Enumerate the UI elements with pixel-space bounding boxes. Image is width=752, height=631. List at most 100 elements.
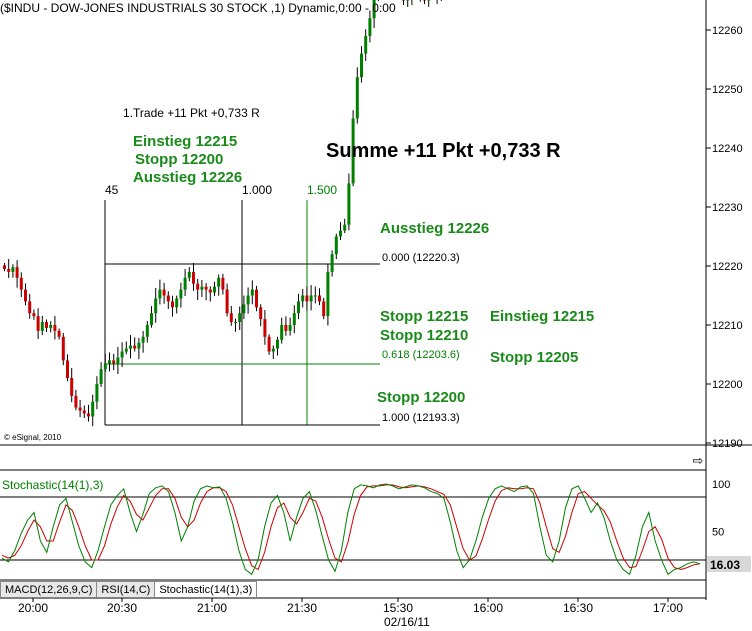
- tab-macd[interactable]: MACD(12,26,9,C): [0, 581, 98, 597]
- candle-down: [162, 289, 166, 296]
- candle-down: [225, 289, 229, 314]
- candle-up: [91, 401, 95, 417]
- candle-up: [200, 286, 204, 290]
- candle-up: [187, 271, 191, 278]
- candle-down: [133, 345, 137, 349]
- candle-down: [259, 307, 263, 320]
- stoch-tick-label: 100: [712, 479, 730, 491]
- fib-time-label: 1.000: [242, 183, 272, 197]
- candle-up: [292, 313, 296, 325]
- candle-up: [213, 286, 216, 293]
- candle-up: [99, 369, 103, 384]
- stoch-tick-label: 50: [712, 527, 724, 539]
- candle-up: [309, 295, 313, 302]
- candle-up: [175, 298, 179, 308]
- candle-down: [166, 295, 170, 302]
- price-tick-label: 12220: [712, 261, 743, 273]
- candle-down: [423, 0, 426, 1]
- scroll-right-icon[interactable]: ⇨: [692, 453, 704, 468]
- stochastic-panel: 100 50 Stochastic(14(1),3) 16.03: [0, 478, 751, 581]
- candle-up: [154, 298, 158, 314]
- candle-up: [150, 313, 153, 325]
- price-panel: 12190 12200 12210 12220 12230 12240 12250 12260…: [0, 0, 752, 600]
- price-tick-label: 12230: [712, 202, 743, 214]
- trade-header: 1.Trade +11 Pkt +0,733 R: [123, 106, 260, 120]
- stoch-current-value: 16.03: [710, 558, 740, 572]
- price-tick-label: 12260: [712, 25, 743, 37]
- tab-stochastic[interactable]: Stochastic(14(1),3): [154, 581, 258, 597]
- candle-up: [250, 289, 254, 296]
- candles: [3, 0, 442, 427]
- candle-up: [108, 360, 111, 364]
- candle-up: [339, 230, 342, 237]
- candle-down: [204, 286, 208, 290]
- candle-down: [318, 295, 321, 302]
- candle-down: [267, 336, 271, 352]
- candle-up: [330, 254, 334, 272]
- candle-down: [112, 360, 116, 364]
- candle-down: [57, 330, 61, 337]
- stop-12200-label: Stopp 12200: [377, 389, 465, 406]
- candle-up: [313, 295, 317, 297]
- candle-down: [284, 325, 288, 331]
- price-tick-label: 12210: [712, 320, 743, 332]
- candle-up: [158, 289, 162, 299]
- candle-up: [183, 277, 187, 290]
- price-tick-label: 12200: [712, 379, 743, 391]
- candle-up: [124, 348, 128, 352]
- candle-up: [347, 183, 351, 225]
- candle-down: [66, 360, 69, 379]
- stoch-k-line: [1, 483, 701, 576]
- candle-up: [145, 325, 149, 337]
- candle-up: [334, 236, 338, 255]
- candle-down: [70, 378, 74, 396]
- candle-down: [7, 268, 11, 272]
- candle-down: [15, 267, 19, 278]
- candle-down: [263, 319, 267, 337]
- summary-label: Summe +11 Pkt +0,733 R: [326, 140, 561, 162]
- time-tick-label: 20:30: [107, 601, 137, 615]
- time-ticks: 20:00 20:30 21:00 21:30 15:30 16:00 16:30 17:00: [18, 598, 683, 615]
- price-ticks: 12190 12200 12210 12220 12230 12240 12250 12260: [706, 25, 743, 450]
- time-axis: 20:00 20:30 21:00 21:30 15:30 16:00 16:30 17:00…: [0, 597, 706, 629]
- candle-up: [11, 267, 15, 272]
- candle-down: [28, 301, 32, 314]
- fibonacci-retracement: 45 1.000 1.500 0.000 (12220.3) 0.618 (12203.…: [104, 183, 460, 426]
- candle-up: [427, 0, 431, 1]
- entry-label: Einstieg 12215: [133, 133, 237, 150]
- candle-up: [238, 313, 242, 323]
- candle-down: [255, 289, 258, 308]
- candle-down: [24, 289, 27, 302]
- exit-right-label: Ausstieg 12226: [380, 220, 489, 237]
- candle-up: [242, 304, 246, 314]
- candle-down: [87, 413, 90, 417]
- candle-up: [103, 363, 107, 370]
- price-tick-label: 12190: [712, 438, 743, 450]
- candle-up: [368, 18, 372, 36]
- candle-down: [53, 325, 57, 331]
- candle-up: [234, 322, 237, 324]
- fib-level-label: 1.000 (12193.3): [382, 412, 460, 424]
- candle-up: [280, 325, 284, 340]
- time-tick-label: 16:30: [563, 601, 593, 615]
- candle-down: [19, 277, 23, 290]
- date-label: 02/16/11: [384, 615, 430, 629]
- fib-time-label: 1.500: [307, 183, 337, 197]
- stop-12215-label: Stopp 12215: [380, 308, 468, 325]
- price-tick-label: 12250: [712, 84, 743, 96]
- time-tick-label: 21:00: [197, 601, 227, 615]
- candle-up: [137, 342, 141, 349]
- candle-down: [208, 289, 212, 293]
- tab-rsi[interactable]: RSI(14,C): [96, 581, 156, 597]
- candle-down: [45, 322, 48, 328]
- candle-down: [196, 283, 200, 290]
- stop-12205-label: Stopp 12205: [490, 349, 578, 366]
- stoch-title: Stochastic(14(1),3): [2, 478, 103, 492]
- exit-label: Ausstieg 12226: [133, 169, 242, 186]
- stop-label: Stopp 12200: [135, 151, 223, 168]
- candle-up: [276, 339, 279, 349]
- candle-up: [246, 295, 250, 305]
- candle-up: [343, 224, 347, 231]
- stoch-ticks: 100 50: [712, 479, 730, 539]
